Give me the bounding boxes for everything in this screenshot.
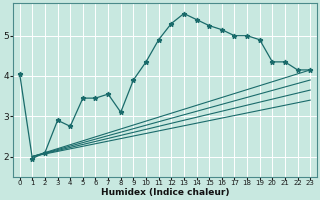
X-axis label: Humidex (Indice chaleur): Humidex (Indice chaleur) [101, 188, 229, 197]
